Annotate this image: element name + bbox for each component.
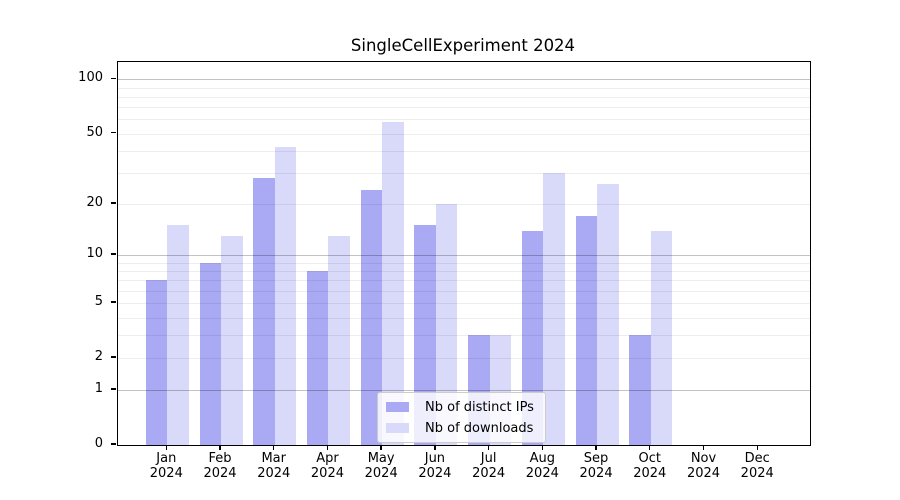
x-tick-label: Nov 2024 (686, 451, 721, 481)
gridline (118, 96, 810, 98)
y-tick-label: 0 (94, 436, 103, 451)
x-tick-mark (273, 445, 275, 451)
y-tick-label: 50 (86, 124, 103, 140)
x-tick-label: Sep 2024 (579, 451, 613, 481)
gridline (118, 280, 810, 282)
bar-downloads (221, 235, 243, 445)
legend-swatch-distinct-ips (386, 402, 409, 412)
bar-distinct-ips (253, 178, 275, 445)
x-tick-label: Feb 2024 (203, 451, 237, 481)
x-tick-mark (702, 445, 705, 451)
bar-distinct-ips (629, 335, 651, 445)
bar-distinct-ips (575, 216, 598, 445)
legend-row: Nb of distinct IPs (386, 399, 536, 415)
gridline (118, 290, 810, 292)
x-tick-mark (380, 445, 382, 451)
gridline (118, 87, 810, 89)
gridline (118, 203, 810, 205)
x-tick-mark (487, 445, 490, 451)
bar-downloads (597, 183, 619, 445)
x-tick-mark (595, 445, 597, 451)
bar-distinct-ips (521, 230, 544, 445)
y-tick-mark (110, 356, 116, 358)
bar-downloads (328, 235, 350, 445)
x-tick-mark (756, 445, 758, 451)
bar-downloads (650, 230, 673, 445)
y-tick-mark (110, 443, 116, 445)
y-tick-label: 1 (94, 381, 103, 397)
plot-area: Nb of distinct IPs Nb of downloads (117, 61, 811, 446)
x-tick-mark (165, 445, 167, 451)
y-tick-mark (110, 388, 116, 390)
bar-distinct-ips (414, 225, 436, 445)
bar-downloads (435, 203, 458, 445)
y-tick-mark (110, 77, 116, 80)
legend-label: Nb of downloads (425, 420, 534, 436)
gridline (118, 173, 810, 175)
x-tick-label: Jun 2024 (418, 451, 452, 481)
bar-downloads (543, 173, 565, 445)
y-tick-mark (110, 202, 116, 204)
x-tick-mark (219, 445, 221, 451)
x-tick-mark (326, 445, 329, 451)
y-tick-label: 2 (94, 348, 103, 364)
x-tick-label: Dec 2024 (740, 451, 774, 481)
legend-label: Nb of distinct IPs (425, 399, 534, 415)
bar-distinct-ips (199, 262, 222, 445)
x-tick-label: Apr 2024 (310, 451, 344, 481)
gridline (118, 107, 810, 109)
x-tick-mark (649, 445, 651, 451)
gridline (118, 79, 810, 81)
gridline (118, 255, 810, 257)
bar-distinct-ips (145, 280, 168, 445)
legend-row: Nb of downloads (386, 420, 536, 436)
gridline (118, 119, 810, 121)
bar-distinct-ips (306, 270, 329, 445)
gridline (118, 357, 810, 359)
gridline (118, 390, 810, 392)
y-tick-label: 20 (86, 194, 103, 210)
x-tick-label: Jul 2024 (472, 451, 506, 481)
bar-downloads (167, 225, 189, 445)
legend: Nb of distinct IPs Nb of downloads (377, 392, 546, 443)
gridline (118, 317, 810, 319)
x-tick-mark (434, 445, 436, 451)
y-tick-mark (110, 253, 116, 255)
x-tick-label: Aug 2024 (525, 451, 559, 481)
gridline (118, 133, 810, 135)
gridline (118, 335, 810, 337)
gridline (118, 303, 810, 305)
x-tick-label: Mar 2024 (257, 451, 291, 481)
y-tick-label: 5 (94, 294, 103, 310)
bar-downloads (274, 147, 297, 445)
chart-title: SingleCellExperiment 2024 (350, 36, 576, 55)
x-tick-label: Oct 2024 (633, 451, 667, 481)
x-tick-label: May 2024 (364, 451, 398, 481)
y-tick-mark (110, 301, 116, 303)
bar-downloads (382, 122, 404, 445)
y-tick-label: 10 (86, 246, 103, 262)
gridline (118, 270, 810, 272)
legend-swatch-downloads (386, 423, 409, 433)
gridline (118, 262, 810, 264)
y-tick-label: 100 (78, 70, 103, 86)
x-tick-mark (541, 445, 544, 451)
gridline (118, 150, 810, 152)
y-tick-mark (110, 131, 116, 134)
x-tick-label: Jan 2024 (149, 451, 183, 481)
bar-distinct-ips (360, 190, 383, 445)
